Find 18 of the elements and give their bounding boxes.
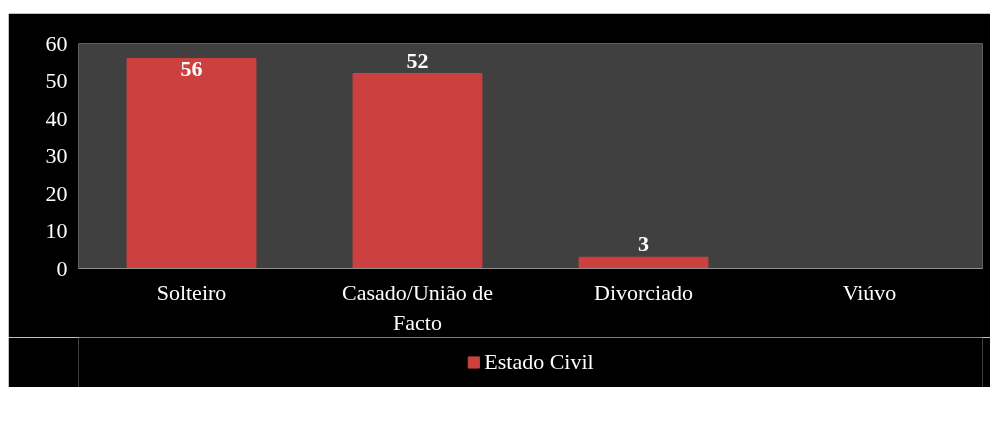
y-tick-label: 30: [45, 143, 68, 168]
bar: [578, 256, 709, 269]
x-tick-label: Casado/União de Facto: [342, 279, 493, 335]
legend-label: Estado Civil: [484, 349, 594, 375]
x-tick-label: Viúvo: [842, 279, 897, 305]
y-tick-label: 50: [45, 68, 68, 93]
bar: [352, 73, 483, 269]
x-tick-label: Solteiro: [156, 279, 227, 305]
y-tick-label: 60: [45, 30, 68, 56]
y-tick-label: 10: [45, 218, 68, 243]
data-label: 52: [406, 47, 429, 73]
y-tick-label: 0: [56, 255, 68, 281]
bar: [126, 58, 257, 269]
data-label: 56: [180, 55, 203, 81]
y-tick-label: 40: [45, 105, 68, 131]
data-label: 3: [638, 231, 649, 257]
x-tick-label: Divorciado: [594, 279, 693, 305]
y-tick-label: 20: [45, 180, 68, 206]
